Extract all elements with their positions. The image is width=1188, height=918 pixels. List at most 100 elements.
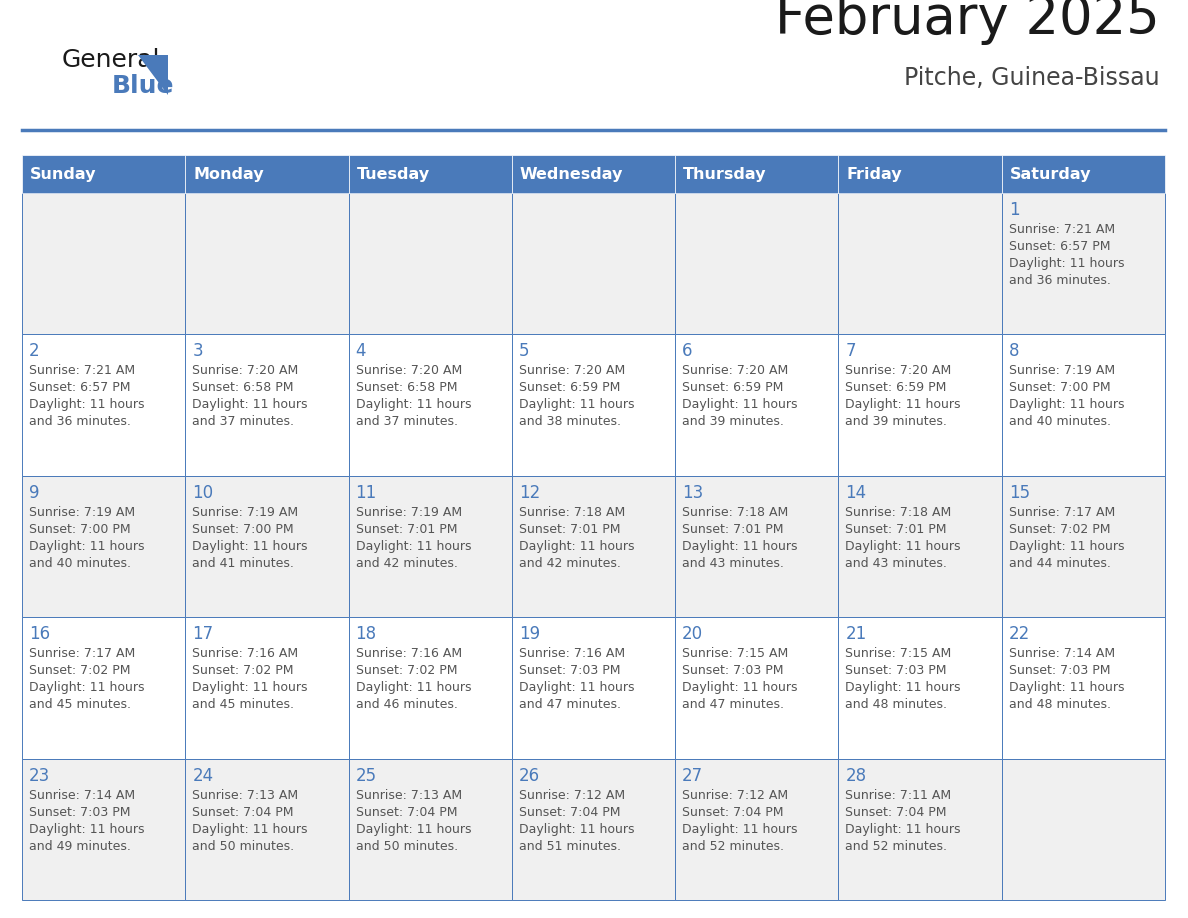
Bar bbox=[348, 758, 512, 900]
Bar bbox=[23, 476, 185, 617]
Text: Daylight: 11 hours: Daylight: 11 hours bbox=[682, 398, 797, 411]
Text: 15: 15 bbox=[1009, 484, 1030, 502]
Text: Sunrise: 7:14 AM: Sunrise: 7:14 AM bbox=[29, 789, 135, 801]
Text: 10: 10 bbox=[192, 484, 214, 502]
Text: Sunrise: 7:19 AM: Sunrise: 7:19 AM bbox=[1009, 364, 1114, 377]
Text: Daylight: 11 hours: Daylight: 11 hours bbox=[682, 540, 797, 553]
Text: Daylight: 11 hours: Daylight: 11 hours bbox=[192, 823, 308, 835]
Text: and 48 minutes.: and 48 minutes. bbox=[846, 699, 947, 711]
Text: Daylight: 11 hours: Daylight: 11 hours bbox=[1009, 681, 1124, 694]
Bar bbox=[839, 617, 1001, 758]
Text: 1: 1 bbox=[1009, 201, 1019, 219]
Text: Sunset: 7:02 PM: Sunset: 7:02 PM bbox=[29, 665, 131, 677]
Text: Sunset: 7:01 PM: Sunset: 7:01 PM bbox=[519, 522, 620, 536]
Bar bbox=[23, 617, 185, 758]
Bar bbox=[675, 155, 839, 193]
Text: and 44 minutes.: and 44 minutes. bbox=[1009, 557, 1111, 570]
Text: Daylight: 11 hours: Daylight: 11 hours bbox=[1009, 540, 1124, 553]
Text: Daylight: 11 hours: Daylight: 11 hours bbox=[192, 398, 308, 411]
Text: and 36 minutes.: and 36 minutes. bbox=[1009, 274, 1111, 287]
Text: Sunday: Sunday bbox=[30, 166, 96, 182]
Bar bbox=[512, 617, 675, 758]
Text: Sunset: 7:01 PM: Sunset: 7:01 PM bbox=[355, 522, 457, 536]
Text: and 38 minutes.: and 38 minutes. bbox=[519, 416, 621, 429]
Bar bbox=[185, 758, 348, 900]
Text: 14: 14 bbox=[846, 484, 866, 502]
Bar bbox=[512, 334, 675, 476]
Bar bbox=[23, 155, 185, 193]
Text: Sunrise: 7:19 AM: Sunrise: 7:19 AM bbox=[192, 506, 298, 519]
Text: and 50 minutes.: and 50 minutes. bbox=[192, 840, 295, 853]
Text: Daylight: 11 hours: Daylight: 11 hours bbox=[519, 823, 634, 835]
Text: and 37 minutes.: and 37 minutes. bbox=[355, 416, 457, 429]
Text: Daylight: 11 hours: Daylight: 11 hours bbox=[355, 823, 472, 835]
Text: Sunrise: 7:21 AM: Sunrise: 7:21 AM bbox=[29, 364, 135, 377]
Text: Sunrise: 7:11 AM: Sunrise: 7:11 AM bbox=[846, 789, 952, 801]
Polygon shape bbox=[138, 55, 168, 95]
Text: Sunset: 7:00 PM: Sunset: 7:00 PM bbox=[1009, 381, 1111, 395]
Text: Sunrise: 7:20 AM: Sunrise: 7:20 AM bbox=[192, 364, 298, 377]
Text: Thursday: Thursday bbox=[683, 166, 766, 182]
Text: Sunset: 7:00 PM: Sunset: 7:00 PM bbox=[192, 522, 293, 536]
Text: Sunrise: 7:16 AM: Sunrise: 7:16 AM bbox=[519, 647, 625, 660]
Text: 7: 7 bbox=[846, 342, 855, 361]
Text: Daylight: 11 hours: Daylight: 11 hours bbox=[1009, 398, 1124, 411]
Text: 9: 9 bbox=[29, 484, 39, 502]
Text: Sunrise: 7:12 AM: Sunrise: 7:12 AM bbox=[519, 789, 625, 801]
Text: Daylight: 11 hours: Daylight: 11 hours bbox=[682, 681, 797, 694]
Text: Sunrise: 7:18 AM: Sunrise: 7:18 AM bbox=[519, 506, 625, 519]
Text: and 43 minutes.: and 43 minutes. bbox=[846, 557, 947, 570]
Text: and 51 minutes.: and 51 minutes. bbox=[519, 840, 621, 853]
Text: 3: 3 bbox=[192, 342, 203, 361]
Bar bbox=[348, 476, 512, 617]
Text: Sunset: 6:59 PM: Sunset: 6:59 PM bbox=[682, 381, 784, 395]
Bar bbox=[1001, 476, 1165, 617]
Bar bbox=[23, 334, 185, 476]
Text: Sunset: 6:58 PM: Sunset: 6:58 PM bbox=[355, 381, 457, 395]
Bar bbox=[512, 758, 675, 900]
Bar bbox=[185, 155, 348, 193]
Text: 16: 16 bbox=[29, 625, 50, 644]
Text: Sunset: 6:59 PM: Sunset: 6:59 PM bbox=[519, 381, 620, 395]
Text: Sunset: 7:02 PM: Sunset: 7:02 PM bbox=[1009, 522, 1111, 536]
Text: 23: 23 bbox=[29, 767, 50, 785]
Text: Sunrise: 7:13 AM: Sunrise: 7:13 AM bbox=[192, 789, 298, 801]
Text: Sunrise: 7:20 AM: Sunrise: 7:20 AM bbox=[519, 364, 625, 377]
Text: Friday: Friday bbox=[846, 166, 902, 182]
Bar bbox=[839, 476, 1001, 617]
Text: and 45 minutes.: and 45 minutes. bbox=[192, 699, 295, 711]
Text: Daylight: 11 hours: Daylight: 11 hours bbox=[846, 540, 961, 553]
Text: 12: 12 bbox=[519, 484, 541, 502]
Text: February 2025: February 2025 bbox=[776, 0, 1159, 45]
Text: Pitche, Guinea-Bissau: Pitche, Guinea-Bissau bbox=[904, 66, 1159, 90]
Bar bbox=[23, 193, 185, 334]
Text: and 47 minutes.: and 47 minutes. bbox=[519, 699, 621, 711]
Bar bbox=[348, 617, 512, 758]
Text: Sunrise: 7:15 AM: Sunrise: 7:15 AM bbox=[682, 647, 789, 660]
Text: Saturday: Saturday bbox=[1010, 166, 1092, 182]
Bar bbox=[675, 334, 839, 476]
Text: 20: 20 bbox=[682, 625, 703, 644]
Text: 19: 19 bbox=[519, 625, 541, 644]
Text: Daylight: 11 hours: Daylight: 11 hours bbox=[846, 398, 961, 411]
Text: and 52 minutes.: and 52 minutes. bbox=[846, 840, 947, 853]
Bar bbox=[1001, 758, 1165, 900]
Text: and 50 minutes.: and 50 minutes. bbox=[355, 840, 457, 853]
Text: Daylight: 11 hours: Daylight: 11 hours bbox=[846, 823, 961, 835]
Text: Sunrise: 7:19 AM: Sunrise: 7:19 AM bbox=[355, 506, 462, 519]
Text: Sunset: 6:57 PM: Sunset: 6:57 PM bbox=[1009, 240, 1111, 253]
Bar bbox=[1001, 155, 1165, 193]
Text: 17: 17 bbox=[192, 625, 214, 644]
Text: 22: 22 bbox=[1009, 625, 1030, 644]
Text: Daylight: 11 hours: Daylight: 11 hours bbox=[29, 398, 145, 411]
Bar bbox=[839, 758, 1001, 900]
Text: Daylight: 11 hours: Daylight: 11 hours bbox=[355, 681, 472, 694]
Text: Daylight: 11 hours: Daylight: 11 hours bbox=[519, 540, 634, 553]
Text: Sunset: 7:03 PM: Sunset: 7:03 PM bbox=[29, 806, 131, 819]
Text: Sunset: 7:00 PM: Sunset: 7:00 PM bbox=[29, 522, 131, 536]
Bar bbox=[185, 476, 348, 617]
Text: Blue: Blue bbox=[112, 74, 175, 98]
Text: 27: 27 bbox=[682, 767, 703, 785]
Text: Sunset: 6:58 PM: Sunset: 6:58 PM bbox=[192, 381, 293, 395]
Text: and 41 minutes.: and 41 minutes. bbox=[192, 557, 295, 570]
